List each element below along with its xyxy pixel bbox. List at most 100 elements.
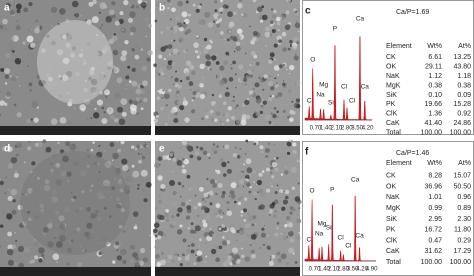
grain	[268, 121, 272, 124]
grain	[17, 155, 19, 157]
grain	[259, 189, 264, 194]
grain	[193, 104, 197, 108]
grain	[197, 4, 202, 9]
grain	[106, 107, 114, 115]
grain	[168, 44, 173, 49]
grain	[205, 214, 211, 220]
grain	[225, 246, 231, 253]
grain	[234, 233, 238, 237]
grain	[263, 225, 265, 227]
grain	[128, 80, 132, 83]
grain	[209, 109, 214, 114]
grain	[177, 100, 181, 105]
grain	[171, 7, 176, 13]
grain	[177, 85, 182, 89]
grain	[9, 75, 12, 78]
grain	[11, 209, 17, 215]
grain	[192, 91, 197, 96]
grain	[7, 231, 12, 237]
grain	[133, 225, 138, 230]
grain	[7, 188, 10, 191]
grain	[208, 143, 212, 147]
grain	[155, 254, 160, 259]
grain	[284, 189, 290, 195]
table-cell: 100.00	[450, 259, 472, 266]
grain	[119, 11, 124, 16]
grain	[179, 26, 184, 32]
table-cell: 17.29	[453, 248, 471, 255]
grain	[227, 208, 230, 211]
grain	[176, 213, 180, 217]
grain	[236, 229, 240, 234]
grain	[246, 234, 250, 237]
grain	[289, 109, 294, 115]
grain	[143, 8, 145, 10]
grain	[125, 88, 127, 89]
grain	[160, 46, 166, 52]
grain	[281, 31, 287, 37]
grain	[162, 206, 165, 208]
grain	[201, 117, 204, 120]
grain	[291, 100, 294, 103]
grain	[292, 45, 297, 51]
grain	[135, 88, 142, 95]
grain	[189, 154, 194, 159]
grain	[154, 206, 159, 210]
grain	[168, 53, 172, 56]
grain	[196, 146, 199, 149]
grain	[198, 84, 200, 87]
grain	[252, 69, 254, 72]
grain	[295, 12, 299, 16]
grain	[286, 221, 290, 225]
table-cell: ClK	[386, 237, 398, 244]
grain	[125, 75, 130, 80]
grain	[115, 241, 120, 246]
grain	[201, 197, 205, 201]
grain	[138, 1, 142, 4]
grain	[255, 97, 262, 104]
table-cell: CaK	[386, 120, 400, 127]
grain	[185, 48, 188, 52]
grain	[176, 229, 183, 235]
grain	[237, 201, 242, 206]
grain	[229, 21, 235, 28]
grain	[153, 118, 159, 124]
grain	[6, 212, 9, 215]
grain	[77, 261, 83, 268]
grain	[241, 196, 243, 199]
grain	[276, 110, 280, 114]
grain	[177, 207, 183, 213]
grain	[191, 99, 194, 102]
grain	[277, 192, 283, 198]
grain	[270, 20, 274, 25]
table-header: At%	[458, 43, 471, 50]
grain	[0, 179, 2, 181]
grain	[292, 208, 296, 212]
grain	[14, 58, 22, 65]
grain	[242, 185, 245, 187]
grain	[242, 42, 245, 45]
table-cell: NaK	[386, 73, 400, 80]
grain	[286, 24, 291, 29]
grain	[293, 36, 300, 43]
grain	[244, 153, 247, 155]
grain	[18, 59, 20, 61]
grain	[117, 106, 123, 113]
grain	[140, 107, 144, 110]
grain	[142, 188, 146, 193]
grain	[50, 118, 58, 125]
grain	[298, 95, 300, 98]
grain	[122, 259, 127, 264]
grain	[152, 228, 158, 234]
grain	[12, 50, 15, 53]
grain	[116, 77, 123, 84]
grain	[165, 26, 170, 31]
grain	[233, 257, 238, 262]
grain	[209, 179, 215, 185]
grain	[257, 201, 259, 203]
grain	[38, 247, 45, 254]
grain	[130, 4, 135, 9]
grain	[185, 248, 191, 254]
table-cell: 8.28	[428, 173, 442, 180]
table-cell: 41.40	[424, 120, 442, 127]
